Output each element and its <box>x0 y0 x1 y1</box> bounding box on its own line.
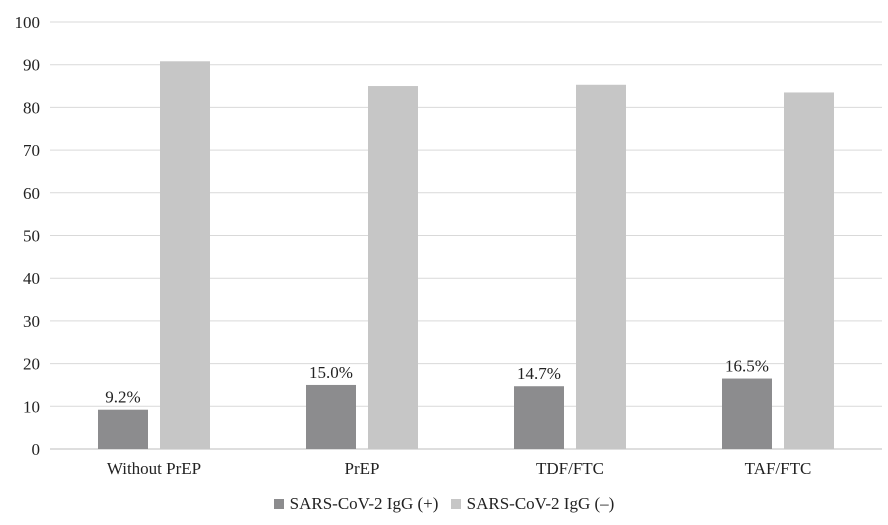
y-tick-label: 80 <box>23 98 40 117</box>
y-tick-label: 90 <box>23 56 40 75</box>
y-tick-label: 30 <box>23 312 40 331</box>
bar-igg-negative <box>576 84 626 450</box>
y-tick-label: 70 <box>23 141 40 160</box>
y-axis-ticks: 0 10 20 30 40 50 60 70 80 90 100 <box>15 13 41 459</box>
legend-swatch-negative <box>450 499 461 509</box>
y-tick-label: 50 <box>23 227 40 246</box>
x-category-label: PrEP <box>345 459 380 478</box>
legend-label-positive: SARS-CoV-2 IgG (+) <box>289 494 439 513</box>
legend-item-negative: SARS-CoV-2 IgG (–) <box>450 494 615 514</box>
y-tick-label: 0 <box>32 440 41 459</box>
bar-igg-negative <box>368 86 418 450</box>
data-label: 14.7% <box>517 364 561 383</box>
bar-igg-positive <box>98 409 148 449</box>
bar-igg-negative <box>160 61 210 450</box>
y-tick-label: 100 <box>15 13 41 32</box>
x-category-label: TDF/FTC <box>536 459 604 478</box>
legend-item-positive: SARS-CoV-2 IgG (+) <box>273 494 439 514</box>
legend: SARS-CoV-2 IgG (+) SARS-CoV-2 IgG (–) <box>0 494 888 514</box>
bars <box>98 61 834 450</box>
bar-igg-negative <box>784 92 834 449</box>
data-label: 9.2% <box>105 388 140 407</box>
y-tick-label: 10 <box>23 397 40 416</box>
bar-igg-positive <box>514 386 564 449</box>
y-tick-label: 40 <box>23 269 40 288</box>
x-category-label: Without PrEP <box>107 459 201 478</box>
bar-chart-plot: 0 10 20 30 40 50 60 70 80 90 100 9.2% 15.0% 14.7% 16.… <box>15 13 882 478</box>
x-category-label: TAF/FTC <box>745 459 812 478</box>
bar-igg-positive <box>722 378 772 449</box>
y-tick-label: 20 <box>23 355 40 374</box>
data-label: 15.0% <box>309 363 353 382</box>
legend-label-negative: SARS-CoV-2 IgG (–) <box>466 494 615 513</box>
bar-igg-positive <box>306 384 356 449</box>
data-label: 16.5% <box>725 357 769 376</box>
y-tick-label: 60 <box>23 184 40 203</box>
data-labels: 9.2% 15.0% 14.7% 16.5% <box>105 357 769 407</box>
x-axis-categories: Without PrEP PrEP TDF/FTC TAF/FTC <box>107 459 811 478</box>
legend-swatch-positive <box>273 499 284 509</box>
